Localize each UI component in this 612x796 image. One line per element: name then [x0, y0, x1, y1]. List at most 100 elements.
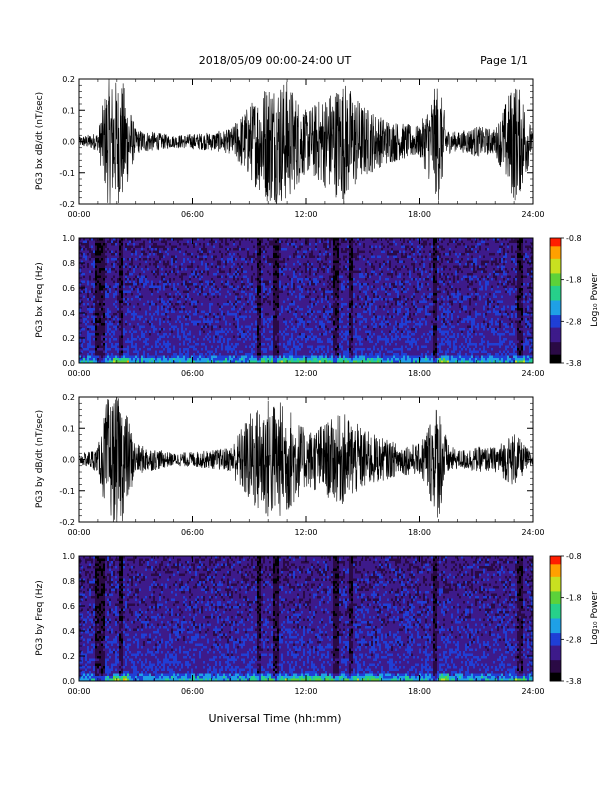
spectrogram-cell — [247, 258, 249, 261]
spectrogram-cell — [251, 241, 253, 244]
spectrogram-cell — [85, 358, 87, 361]
spectrogram-cell — [141, 316, 143, 319]
spectrogram-cell — [129, 316, 131, 319]
spectrogram-cell — [215, 268, 217, 271]
spectrogram-cell — [209, 341, 211, 344]
spectrogram-cell — [205, 251, 207, 254]
spectrogram-cell — [241, 311, 243, 314]
spectrogram-cell — [251, 256, 253, 259]
spectrogram-cell — [261, 348, 263, 351]
spectrogram-cell — [241, 351, 243, 354]
spectrogram-cell — [103, 258, 105, 261]
spectrogram-cell — [143, 283, 145, 286]
spectrogram-cell — [125, 351, 127, 354]
spectrogram-cell — [127, 248, 129, 251]
spectrogram-cell — [179, 241, 181, 244]
spectrogram-cell — [97, 271, 99, 274]
spectrogram-cell — [231, 346, 233, 349]
spectrogram-cell — [101, 358, 103, 361]
spectrogram-cell — [149, 286, 151, 289]
spectrogram-cell — [269, 291, 271, 294]
spectrogram-cell — [97, 273, 99, 276]
spectrogram-cell — [169, 318, 171, 321]
spectrogram-cell — [87, 356, 89, 359]
spectrogram-cell — [247, 281, 249, 284]
spectrogram-cell — [225, 296, 227, 299]
spectrogram-cell — [213, 298, 215, 301]
spectrogram-cell — [177, 253, 179, 256]
spectrogram-cell — [163, 266, 165, 269]
spectrogram-cell — [223, 331, 225, 334]
spectrogram-cell — [241, 298, 243, 301]
spectrogram-cell — [91, 243, 93, 246]
spectrogram-cell — [103, 256, 105, 259]
spectrogram-cell — [89, 333, 91, 336]
spectrogram-cell — [169, 286, 171, 289]
spectrogram-cell — [259, 323, 261, 326]
spectrogram-cell — [201, 283, 203, 286]
spectrogram-cell — [203, 348, 205, 351]
spectrogram-cell — [233, 248, 235, 251]
spectrogram-cell — [201, 356, 203, 359]
spectrogram-cell — [193, 258, 195, 261]
spectrogram-cell — [255, 286, 257, 289]
spectrogram-cell — [143, 318, 145, 321]
spectrogram-cell — [139, 333, 141, 336]
spectrogram-cell — [151, 286, 153, 289]
spectrogram-cell — [129, 318, 131, 321]
spectrogram-cell — [251, 346, 253, 349]
spectrogram-cell — [171, 258, 173, 261]
spectrogram-cell — [97, 346, 99, 349]
ytick-label: 0.2 — [62, 75, 75, 84]
spectrogram-cell — [119, 316, 121, 319]
spectrogram-cell — [229, 251, 231, 254]
spectrogram-cell — [205, 246, 207, 249]
spectrogram-cell — [159, 333, 161, 336]
spectrogram-cell — [199, 256, 201, 259]
spectrogram-cell — [199, 263, 201, 266]
spectrogram-cell — [89, 316, 91, 319]
spectrogram-cell — [221, 328, 223, 331]
spectrogram-cell — [99, 298, 101, 301]
spectrogram-cell — [171, 278, 173, 281]
spectrogram-cell — [229, 351, 231, 354]
spectrogram-cell — [145, 258, 147, 261]
spectrogram-cell — [121, 356, 123, 359]
spectrogram-cell — [123, 263, 125, 266]
spectrogram-cell — [211, 333, 213, 336]
spectrogram-cell — [211, 296, 213, 299]
spectrogram-cell — [217, 271, 219, 274]
spectrogram-cell — [219, 286, 221, 289]
spectrogram-cell — [177, 298, 179, 301]
spectrogram-cell — [191, 246, 193, 249]
spectrogram-cell — [199, 291, 201, 294]
spectrogram-cell — [215, 261, 217, 264]
spectrogram-cell — [227, 303, 229, 306]
spectrogram-cell — [107, 248, 109, 251]
spectrogram-cell — [183, 243, 185, 246]
spectrogram-cell — [95, 248, 97, 251]
spectrogram-cell — [135, 321, 137, 324]
spectrogram-cell — [183, 358, 185, 361]
spectrogram-cell — [231, 311, 233, 314]
spectrogram-cell — [143, 281, 145, 284]
spectrogram-cell — [107, 283, 109, 286]
spectrogram-cell — [173, 303, 175, 306]
spectrogram-cell — [237, 331, 239, 334]
spectrogram-cell — [241, 291, 243, 294]
spectrogram-cell — [83, 353, 85, 356]
spectrogram-cell — [127, 331, 129, 334]
spectrogram-cell — [151, 298, 153, 301]
spectrogram-cell — [121, 353, 123, 356]
spectrogram-cell — [127, 301, 129, 304]
spectrogram-cell — [83, 258, 85, 261]
spectrogram-cell — [225, 313, 227, 316]
spectrogram-cell — [173, 338, 175, 341]
spectrogram-cell — [167, 323, 169, 326]
spectrogram-cell — [221, 246, 223, 249]
spectrogram-cell — [115, 276, 117, 279]
spectrogram-cell — [97, 301, 99, 304]
spectrogram-cell — [165, 268, 167, 271]
spectrogram-cell — [143, 243, 145, 246]
spectrogram-cell — [213, 241, 215, 244]
